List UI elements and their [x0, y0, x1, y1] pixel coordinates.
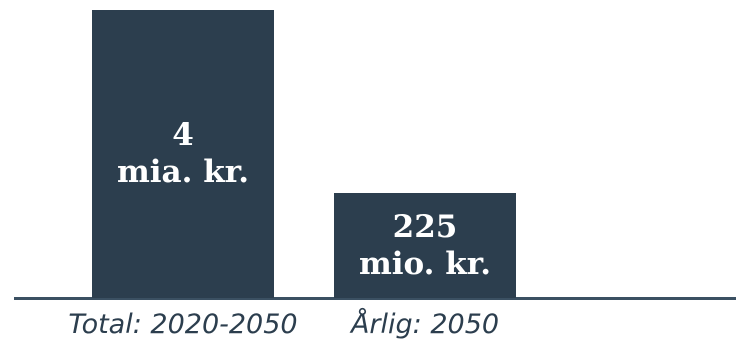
category-label-1: Total: 2020-2050	[68, 309, 297, 340]
bar-1-label-line-2: mia. kr.	[117, 154, 249, 191]
category-label-2: Årlig: 2050	[351, 309, 499, 340]
bar-2-label-line-2: mio. kr.	[359, 246, 491, 283]
bar-2-label-line-1: 225	[393, 209, 458, 246]
bar-1-label-line-1: 4	[172, 117, 194, 154]
bar-2: 225 mio. kr.	[334, 193, 516, 298]
bar-1: 4 mia. kr.	[92, 10, 274, 298]
